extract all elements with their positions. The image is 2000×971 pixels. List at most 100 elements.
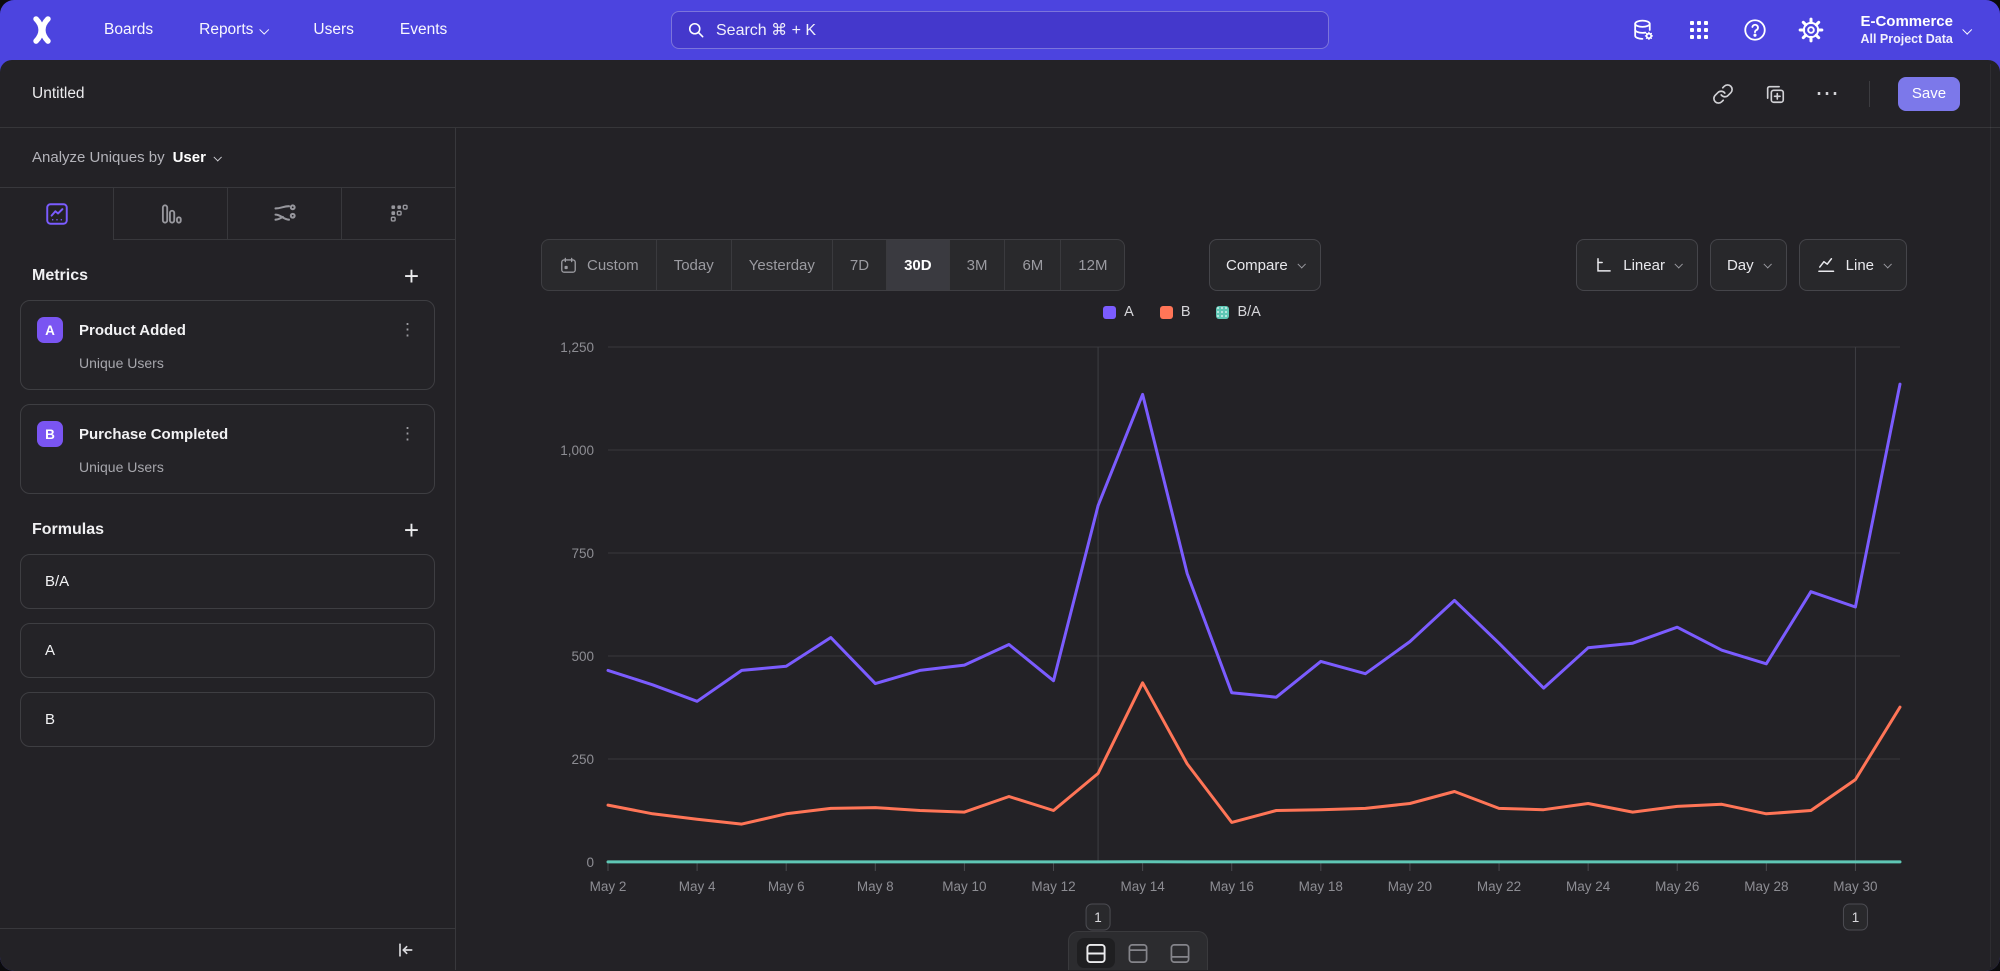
metrics-section-head: Metrics + [0,261,455,291]
calendar-icon [561,257,576,273]
analyze-row: Analyze Uniques by User [0,128,455,188]
formula-card[interactable]: B [20,692,435,747]
mixpanel-logo[interactable] [24,12,60,48]
range-label: 12M [1078,256,1108,274]
chevron-down-icon [259,24,270,35]
compare-dropdown[interactable]: Compare [1209,239,1321,291]
formula-card[interactable]: A [20,623,435,678]
header-actions: ⋯ Save [1711,76,1960,111]
chart-type-tabs [0,188,455,240]
nav-item-events[interactable]: Events [400,21,447,39]
layout-switcher [1068,931,1208,970]
metric-aggregation[interactable]: Unique Users [79,459,164,475]
legend-item[interactable]: B/A [1216,304,1261,320]
range-7d[interactable]: 7D [833,240,888,290]
chart-main-area: Custom Today Yesterday 7D 30D 3M 6M 12M … [456,128,2000,970]
layout-table-view-button[interactable] [1161,938,1199,968]
project-selector[interactable]: E-Commerce All Project Data [1854,9,1976,51]
settings-gear-icon[interactable] [1798,17,1824,43]
scale-dropdown[interactable]: Linear [1576,239,1698,291]
svg-text:1: 1 [1094,910,1102,925]
metric-card-a[interactable]: A Product Added ⋮ Unique Users [20,300,435,390]
scrollbar-track[interactable] [1990,64,1991,967]
metric-options-icon[interactable]: ⋮ [399,320,416,339]
formula-name: B/A [45,573,70,590]
bar-chart-icon [161,203,182,224]
legend-item[interactable]: A [1103,304,1134,320]
analyze-entity-dropdown[interactable]: User [173,149,222,166]
legend-label: A [1124,304,1134,320]
svg-text:1: 1 [1852,910,1860,925]
range-label: Custom [587,256,639,274]
chevron-down-icon [1962,24,1973,35]
range-label: 30D [904,256,932,274]
nav-item-users[interactable]: Users [313,21,353,39]
formula-name: A [45,642,56,659]
help-icon[interactable] [1742,17,1768,43]
metric-aggregation[interactable]: Unique Users [79,355,164,371]
metric-letter-badge: B [37,421,63,447]
chart-type-dropdown[interactable]: Line [1798,239,1907,291]
save-button[interactable]: Save [1898,76,1960,111]
metric-card-b[interactable]: B Purchase Completed ⋮ Unique Users [20,404,435,494]
chart-view-icon [1128,943,1148,963]
svg-text:May 8: May 8 [857,879,894,894]
svg-text:May 28: May 28 [1744,879,1788,894]
svg-text:May 22: May 22 [1477,879,1521,894]
chart-type-label: Line [1845,256,1874,274]
range-custom[interactable]: Custom [542,240,657,290]
formula-name: B [45,711,56,728]
svg-text:May 6: May 6 [768,879,805,894]
table-view-icon [1170,943,1190,963]
search-input[interactable]: Search ⌘ + K [671,11,1329,49]
apps-grid-icon[interactable] [1686,17,1712,43]
tab-bar-chart[interactable] [114,188,228,240]
legend-item[interactable]: B [1159,304,1190,320]
range-yesterday[interactable]: Yesterday [732,240,833,290]
range-today[interactable]: Today [657,240,732,290]
query-sidebar: Analyze Uniques by User [0,128,456,970]
interval-label: Day [1726,256,1754,274]
range-3m[interactable]: 3M [950,240,1006,290]
layout-split-view-button[interactable] [1077,938,1115,968]
svg-text:May 4: May 4 [679,879,716,894]
scale-label: Linear [1623,256,1665,274]
report-shell: Untitled ⋯ Save [0,60,2000,971]
formula-card[interactable]: B/A [20,554,435,609]
tab-flows[interactable] [228,188,342,240]
layout-chart-view-button[interactable] [1119,938,1157,968]
split-view-icon [1086,943,1106,963]
nav-item-label: Reports [199,21,254,38]
range-6m[interactable]: 6M [1005,240,1062,290]
nav-links: Boards Reports Users Events [104,21,447,39]
svg-text:May 24: May 24 [1566,879,1611,894]
collapse-sidebar-icon[interactable] [395,940,415,960]
sidebar-footer [0,928,455,970]
tab-retention[interactable] [342,188,455,240]
add-metric-button[interactable]: + [403,261,419,291]
mixpanel-logo-icon [33,16,51,44]
nav-item-reports[interactable]: Reports [199,21,270,39]
tab-insights-line[interactable] [0,188,114,240]
nav-item-boards[interactable]: Boards [104,21,153,39]
range-12m[interactable]: 12M [1061,240,1124,290]
data-management-icon[interactable] [1630,17,1656,43]
range-label: 7D [849,256,870,274]
range-label: 6M [1022,256,1044,274]
chart-svg[interactable]: 0 250 500 750 1,000 1,250 May 2 May 4 May 6 May 8… [560,330,1960,955]
report-title[interactable]: Untitled [32,84,85,102]
line-chart-icon [1817,258,1834,272]
duplicate-icon[interactable] [1763,82,1787,106]
add-formula-button[interactable]: + [403,515,419,545]
interval-dropdown[interactable]: Day [1709,239,1787,291]
copy-link-icon[interactable] [1711,82,1735,106]
chevron-down-icon [1763,260,1772,269]
nav-item-label: Users [313,21,354,38]
more-options-icon[interactable]: ⋯ [1815,79,1841,107]
range-30d[interactable]: 30D [887,240,950,290]
metric-name: Purchase Completed [79,425,229,443]
metric-options-icon[interactable]: ⋮ [399,424,416,443]
legend-swatch [1159,305,1173,319]
date-range-control: Custom Today Yesterday 7D 30D 3M 6M 12M [541,239,1126,291]
chevron-down-icon [213,152,222,162]
